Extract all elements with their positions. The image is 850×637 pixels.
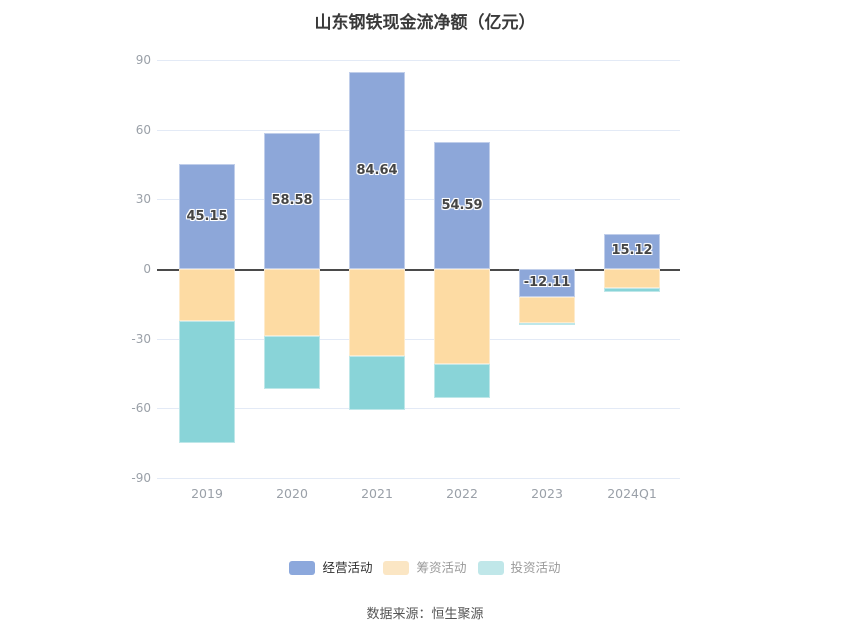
- gridline: [157, 199, 680, 201]
- legend: 经营活动 筹资活动 投资活动: [0, 560, 850, 575]
- legend-swatch-financing: [383, 560, 410, 575]
- gridline: [157, 338, 680, 340]
- legend-label-financing: 筹资活动: [416, 560, 467, 575]
- y-axis-tick-label: -60: [131, 401, 151, 416]
- zero-axis-line: [157, 269, 680, 271]
- bar-segment-operating-2019[interactable]: [179, 164, 235, 269]
- bar-segment-financing-2021[interactable]: [349, 269, 405, 356]
- y-axis-tick-label: -30: [131, 331, 151, 346]
- y-axis-tick-label: -90: [131, 470, 151, 485]
- bar-segment-financing-2020[interactable]: [264, 269, 320, 336]
- chart-title: 山东钢铁现金流净额（亿元）: [314, 13, 536, 33]
- x-axis-label-2019: 2019: [191, 486, 223, 501]
- bar-value-label-2023: -12.11: [523, 275, 571, 291]
- x-axis-label-2020: 2020: [276, 486, 308, 501]
- legend-item-financing[interactable]: 筹资活动: [383, 560, 467, 575]
- bar-segment-investing-2024Q1[interactable]: [604, 288, 660, 292]
- bar-segment-investing-2021[interactable]: [349, 355, 405, 410]
- bar-segment-investing-2019[interactable]: [179, 320, 235, 444]
- bar-value-label-2024Q1: 15.12: [611, 243, 653, 259]
- bar-segment-operating-2024Q1[interactable]: [604, 233, 660, 269]
- bar-segment-operating-2022[interactable]: [434, 142, 490, 269]
- bar-segment-operating-2021[interactable]: [349, 72, 405, 269]
- data-source-caption: 数据来源：恒生聚源: [366, 607, 484, 622]
- bar-value-label-2022: 54.59: [441, 197, 483, 213]
- bar-segment-financing-2023[interactable]: [519, 297, 575, 323]
- legend-label-operating: 经营活动: [322, 560, 373, 575]
- y-axis-tick-label: 0: [143, 262, 151, 276]
- bar-segment-investing-2020[interactable]: [264, 335, 320, 390]
- gridline: [157, 129, 680, 131]
- x-axis-label-2021: 2021: [361, 486, 393, 501]
- x-axis-label-2023: 2023: [531, 486, 563, 501]
- y-axis-tick-label: 30: [135, 192, 151, 207]
- bar-segment-investing-2022[interactable]: [434, 364, 490, 398]
- bar-segment-financing-2019[interactable]: [179, 269, 235, 321]
- legend-label-investing: 投资活动: [510, 560, 561, 575]
- bar-segment-financing-2022[interactable]: [434, 269, 490, 365]
- gridline: [157, 408, 680, 410]
- legend-item-investing[interactable]: 投资活动: [477, 560, 561, 575]
- y-axis-tick-label: 90: [135, 53, 151, 68]
- bar-value-label-2020: 58.58: [271, 192, 313, 208]
- x-axis-label-2024Q1: 2024Q1: [607, 486, 657, 501]
- bar-value-label-2021: 84.64: [356, 162, 398, 178]
- legend-item-operating[interactable]: 经营活动: [289, 560, 372, 575]
- gridline: [157, 477, 680, 479]
- bar-segment-operating-2020[interactable]: [264, 132, 320, 269]
- bar-value-label-2019: 45.15: [186, 208, 228, 224]
- bar-segment-investing-2023[interactable]: [519, 322, 575, 326]
- bar-segment-financing-2024Q1[interactable]: [604, 269, 660, 289]
- y-axis-tick-label: 60: [135, 122, 151, 137]
- legend-swatch-investing: [477, 560, 504, 575]
- bar-segment-operating-2023[interactable]: [519, 269, 575, 298]
- x-axis-label-2022: 2022: [446, 486, 478, 501]
- gridline: [157, 60, 680, 62]
- legend-swatch-operating: [289, 560, 316, 575]
